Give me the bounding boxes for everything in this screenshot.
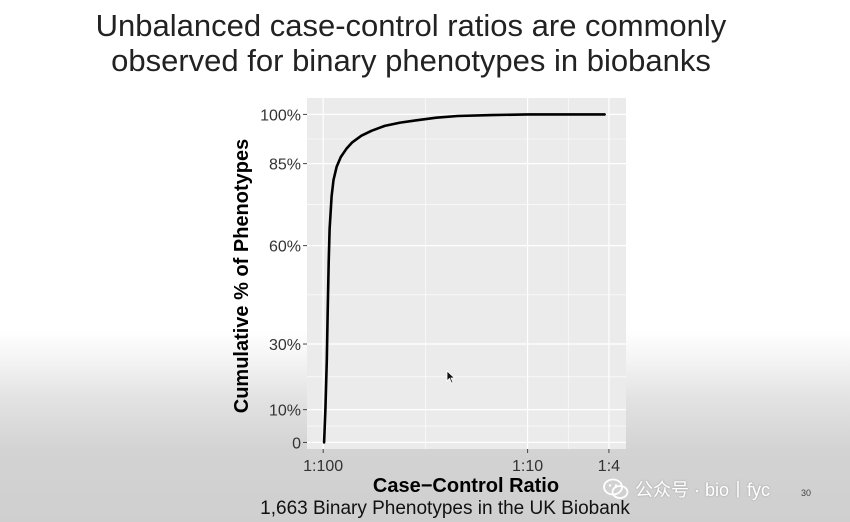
y-tick-label: 85% [269,157,301,174]
wechat-icon [603,478,629,499]
plot-panel [307,98,626,449]
x-tick-label: 1:100 [303,458,343,475]
x-axis-label: Case−Control Ratio [373,475,559,497]
x-tick-label: 1:4 [598,458,620,475]
y-tick-label: 100% [260,107,301,124]
y-axis-label: Cumulative % of Phenotypes [231,139,253,414]
slide-title-line-1: Unbalanced case-control ratios are commo… [95,8,727,43]
x-axis-ticks: 1:100 1:10 1:4 [303,449,620,475]
cumulative-curve-line [322,113,606,444]
watermark-text: 公众号 · bio丨fyc [635,480,771,500]
slide-title: Unbalanced case-control ratios are commo… [0,8,822,78]
y-tick-label: 30% [269,337,301,354]
y-axis-ticks: 0 10% 30% 60% 85% 100% [260,107,307,452]
mouse-cursor-icon [446,370,456,384]
watermark: 公众号 · bio丨fyc [603,477,770,501]
grid-lines [307,98,626,449]
y-tick-label: 60% [269,239,301,256]
x-tick-label: 1:10 [512,458,543,475]
slide-title-line-2: observed for binary phenotypes in bioban… [111,43,711,78]
y-tick-label: 0 [292,435,301,452]
page-number: 30 [801,488,812,498]
y-tick-label: 10% [269,403,301,420]
slide-caption: 1,663 Binary Phenotypes in the UK Bioban… [260,498,630,519]
